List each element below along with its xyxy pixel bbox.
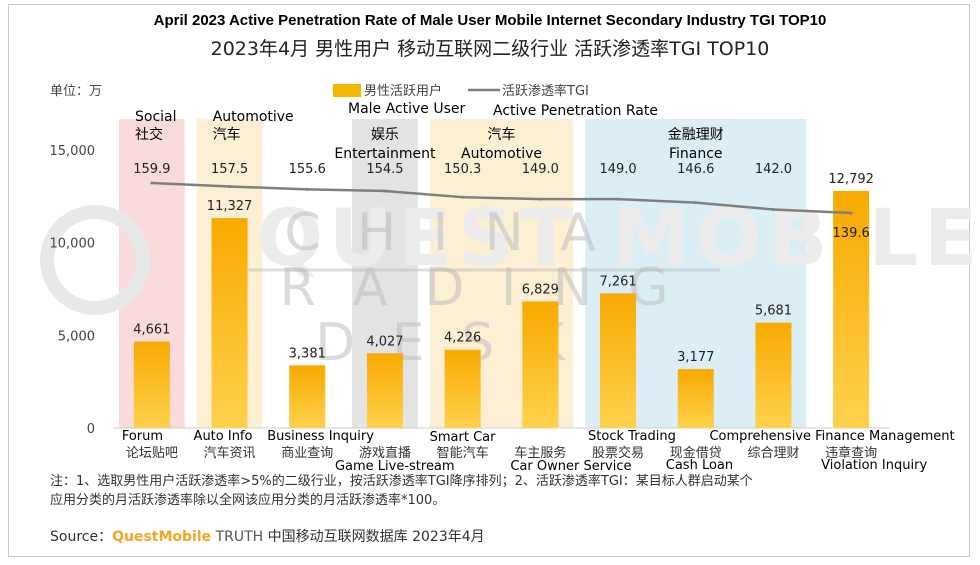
bar-3 [366, 353, 403, 428]
bar-value-label-8: 5,681 [755, 304, 792, 319]
x-category-label-0: 论坛贴吧 [126, 446, 178, 461]
bar-value-label-9: 12,792 [828, 172, 874, 187]
footnote: 注：1、选取男性用户活跃渗透率>5%的二级行业，按活跃渗透率TGI降序排列；2、… [50, 472, 930, 510]
x-category-label-en-7: Cash Loan [666, 458, 733, 473]
bar-4 [444, 349, 481, 428]
footnote-line-2: 应用分类的月活跃渗透率除以全网该应用分类的月活跃渗透率*100。 [50, 493, 446, 508]
x-category-label-en-3: Game Live-stream [335, 459, 455, 474]
group-label-en-3: Automotive [461, 146, 542, 162]
group-label-cn-2: 娱乐 [371, 127, 399, 143]
x-category-label-en-9: Violation Inquiry [821, 458, 927, 473]
x-category-label-en-4: Smart Car [430, 430, 496, 445]
x-category-label-en-6: Stock Trading [588, 429, 676, 444]
tgi-value-label-6: 149.0 [599, 162, 636, 177]
bar-2 [289, 365, 326, 428]
chart-title-en: April 2023 Active Penetration Rate of Ma… [153, 12, 827, 29]
group-label-cn-0: 社交 [135, 126, 163, 143]
tgi-value-label-3: 154.5 [366, 162, 403, 177]
source-line: Source：QuestMobile TRUTH 中国移动互联网数据库 2023… [50, 526, 485, 546]
x-category-label-1: 汽车资讯 [204, 445, 256, 461]
bar-8 [755, 322, 792, 428]
tgi-point-1 [228, 185, 232, 189]
source-truth: TRUTH [211, 529, 264, 545]
x-category-label-en-1: Auto Info [194, 429, 253, 444]
bar-value-label-3: 4,027 [366, 334, 403, 349]
y-tick-label-1: 5,000 [58, 329, 95, 344]
x-category-label-7: 现金借贷 [670, 445, 722, 461]
legend-swatch-bar [333, 84, 361, 97]
x-category-label-3: 游戏直播 [359, 446, 411, 461]
bar-value-label-0: 4,661 [133, 323, 170, 338]
tgi-point-4 [461, 195, 465, 199]
y-tick-label-3: 15,000 [50, 144, 96, 159]
tgi-point-8 [771, 207, 775, 211]
tgi-value-label-8: 142.0 [755, 162, 792, 177]
tgi-value-label-4: 150.3 [444, 162, 481, 177]
x-category-label-en-0: Forum [122, 429, 163, 444]
source-brand: QuestMobile [112, 529, 212, 545]
tgi-point-0 [150, 181, 154, 185]
group-label-en-0: Social [135, 109, 177, 125]
group-label-cn-3: 汽车 [488, 126, 516, 143]
legend-label-bar-en: Male Active User [348, 101, 466, 117]
bar-6 [600, 293, 637, 428]
group-label-en-1: Automotive [213, 109, 294, 125]
bar-value-label-7: 3,177 [677, 350, 714, 365]
y-tick-label-0: 0 [87, 422, 95, 437]
tgi-value-label-0: 159.9 [133, 162, 170, 177]
bar-value-label-5: 6,829 [522, 282, 559, 297]
group-label-en-2: Entertainment [334, 146, 436, 162]
x-category-label-5: 车主服务 [514, 445, 566, 461]
bar-9 [833, 190, 870, 428]
bar-value-label-4: 4,226 [444, 331, 481, 346]
unit-label: 单位：万 [50, 84, 102, 99]
tgi-value-label-1: 157.5 [211, 162, 248, 177]
bar-value-label-2: 3,381 [289, 346, 326, 361]
tgi-value-label-9: 139.6 [833, 226, 870, 241]
tgi-point-2 [305, 187, 309, 191]
group-label-cn-4: 金融理财 [668, 127, 724, 143]
x-category-label-6: 股票交易 [592, 445, 644, 461]
group-label-en-4: Finance [669, 146, 723, 162]
y-tick-label-2: 10,000 [50, 237, 96, 252]
legend-label-bar: 男性活跃用户 [364, 83, 442, 99]
x-category-label-9: 违章查询 [825, 445, 877, 461]
tgi-value-label-5: 149.0 [522, 162, 559, 177]
tgi-point-7 [694, 201, 698, 205]
bar-5 [522, 301, 559, 428]
tgi-point-5 [538, 197, 542, 201]
watermark-ring [40, 205, 150, 315]
bar-0 [133, 341, 170, 428]
bar-value-label-6: 7,261 [599, 274, 636, 289]
watermark-line-0: C H I N A [284, 203, 605, 263]
x-category-label-4: 智能汽车 [437, 445, 489, 461]
bar-1 [211, 218, 248, 428]
bar-7 [677, 369, 714, 428]
bar-value-label-1: 11,327 [207, 199, 253, 214]
chart-title-cn: 2023年4月 男性用户 移动互联网二级行业 活跃渗透率TGI TOP10 [210, 38, 770, 60]
tgi-point-3 [383, 189, 387, 193]
watermark-line-1: T R A D I N G [210, 258, 678, 318]
x-category-label-8: 综合理财 [747, 446, 799, 461]
tgi-value-label-2: 155.6 [289, 162, 326, 177]
chart-frame [8, 4, 970, 557]
source-prefix: Source： [50, 529, 113, 545]
x-category-label-en-2: Business Inquiry [267, 429, 374, 444]
tgi-line [151, 181, 852, 215]
tgi-point-9 [849, 211, 853, 215]
group-label-cn-1: 汽车 [213, 126, 241, 143]
tgi-point-6 [616, 197, 620, 201]
x-category-label-en-5: Car Owner Service [510, 459, 631, 474]
tgi-value-label-7: 146.6 [677, 162, 714, 177]
footnote-line-1: 注：1、选取男性用户活跃渗透率>5%的二级行业，按活跃渗透率TGI降序排列；2、… [50, 474, 753, 489]
source-rest: 中国移动互联网数据库 2023年4月 [263, 529, 485, 545]
x-category-label-2: 商业查询 [281, 446, 333, 461]
legend-label-line-en: Active Penetration Rate [493, 103, 658, 119]
legend-label-line: 活跃渗透率TGI [502, 83, 589, 99]
x-category-label-en-8: Comprehensive Finance Management [709, 429, 954, 444]
